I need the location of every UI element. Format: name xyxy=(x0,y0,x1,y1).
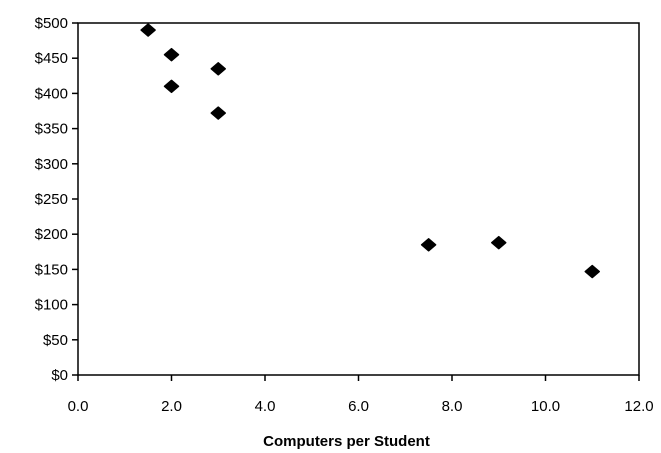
y-tick-label: $150 xyxy=(35,261,68,278)
plot-frame xyxy=(77,22,640,376)
y-tick-label: $500 xyxy=(35,15,68,32)
x-tick-label: 10.0 xyxy=(531,398,560,415)
plot-area xyxy=(77,22,640,376)
data-point xyxy=(140,23,156,37)
x-tick-label: 6.0 xyxy=(348,398,369,415)
data-point xyxy=(163,47,180,62)
x-tick-label: 2.0 xyxy=(161,398,182,415)
y-tick-label: $50 xyxy=(43,332,68,349)
y-tick-label: $400 xyxy=(35,85,68,102)
y-tick-label: $300 xyxy=(35,156,68,173)
x-tick-label: 4.0 xyxy=(255,398,276,415)
data-point xyxy=(210,62,226,76)
data-point xyxy=(210,106,226,120)
x-tick-label: 12.0 xyxy=(624,398,653,415)
x-axis: 0.0 2.0 4.0 6.0 8.0 10.0 12.0 xyxy=(68,375,654,415)
y-tick-label: $200 xyxy=(35,226,68,243)
y-tick-label: $450 xyxy=(35,50,68,67)
data-point xyxy=(491,235,507,250)
y-tick-label: $0 xyxy=(51,367,68,384)
data-point xyxy=(420,238,437,252)
y-tick-label: $250 xyxy=(35,191,68,208)
y-tick-label: $100 xyxy=(35,297,68,314)
y-axis: $0 $50 $100 $150 $200 $250 $300 $350 $400 $450 $50… xyxy=(35,15,78,384)
data-point xyxy=(584,264,600,279)
y-tick-label: $350 xyxy=(35,121,68,138)
x-tick-label: 8.0 xyxy=(442,398,463,415)
x-axis-title: Computers per Student xyxy=(263,433,430,450)
data-points xyxy=(140,23,600,279)
x-tick-label: 0.0 xyxy=(68,398,89,415)
data-point xyxy=(163,79,180,94)
